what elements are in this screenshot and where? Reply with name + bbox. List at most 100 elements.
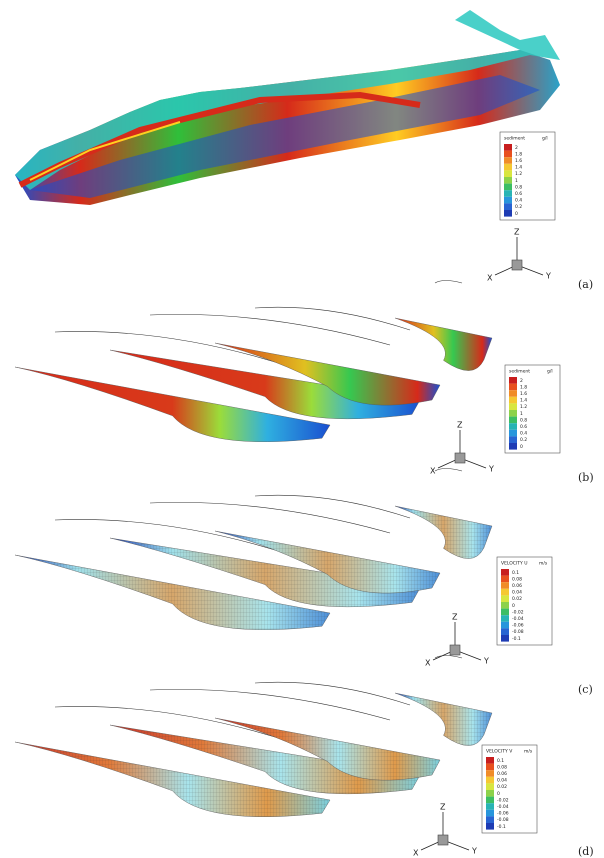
legend-tick: -0.06 [512,623,524,629]
swatch [504,157,512,164]
legend-tick: 1.6 [520,391,527,397]
swatch [501,569,509,576]
axis-label: X [487,274,493,283]
legend-tick: 0.8 [515,184,522,190]
legend-tick: 1.4 [515,165,522,171]
swatch [486,757,494,764]
legend-tick: 0.1 [512,570,519,576]
swatch [501,622,509,629]
legend-tick: 0.08 [497,764,507,770]
legend-title: VELOCITY U [501,561,528,567]
outline [150,314,390,345]
swatch [504,210,512,217]
outline [435,469,462,472]
axis-label: Y [483,657,489,666]
swatch [504,203,512,210]
cube [450,645,460,655]
legend-tick: -0.08 [497,817,509,823]
legend-tick: -0.06 [497,811,509,817]
swatch [501,628,509,635]
swatch [504,164,512,171]
legend-tick: 1 [520,411,523,417]
swatch [486,783,494,790]
swatch [504,177,512,184]
swatch [501,582,509,589]
panel-label: (c) [578,683,593,696]
swatch [509,436,517,443]
axis-label: Z [514,228,520,237]
legend-tick: -0.1 [497,824,506,830]
legend-tick: 0 [520,444,523,450]
legend-tick: 0.6 [515,191,522,197]
legend-tick: 1.2 [520,404,527,410]
artwork [15,10,560,205]
legend-unit: m/s [524,749,533,755]
legend-unit: g/l [547,369,553,375]
swatch [509,384,517,391]
legend-tick: 2 [515,145,518,151]
cube [512,260,522,270]
legend-tick: 1.6 [515,158,522,164]
outline [150,502,390,533]
swatch [504,190,512,197]
swatch [486,797,494,804]
axis-label: X [425,659,431,668]
panel-label: (b) [578,471,594,484]
swatch [486,816,494,823]
mesh [395,506,492,559]
legend-tick: 0.4 [515,198,522,204]
slice [395,318,492,371]
swatch [486,777,494,784]
swatch [509,430,517,437]
cube [438,835,448,845]
swatch [509,377,517,384]
legend-tick: 0.08 [512,576,522,582]
legend-tick: 0.4 [520,431,527,437]
swatch [509,390,517,397]
swatch [501,602,509,609]
legend-tick: 0.06 [497,771,507,777]
swatch [509,397,517,404]
legend-unit: g/l [542,136,548,142]
legend-tick: 0.6 [520,424,527,430]
legend-tick: 0 [512,603,515,609]
outline [255,682,410,705]
legend-tick: -0.04 [512,616,524,622]
axis-label: Y [545,272,551,281]
slices [15,656,492,817]
swatch [486,810,494,817]
outline [435,281,462,284]
swatch [501,576,509,583]
swatch [486,790,494,797]
swatch [509,403,517,410]
legend-tick: -0.04 [497,804,509,810]
figure: sedimentg/l21.81.61.41.210.80.60.40.20ZX… [0,0,604,858]
swatch [486,823,494,830]
axis-label: X [413,849,419,858]
legend-tick: 0.02 [512,596,522,602]
legend-unit: m/s [539,561,548,567]
swatch [504,151,512,158]
axis-triad: Z X Y [487,228,551,283]
swatch [486,764,494,771]
swatch [501,615,509,622]
legend-tick: 0.04 [512,590,522,596]
legend-tick: 0 [497,791,500,797]
swatch [509,410,517,417]
swatch [509,423,517,430]
swatch [501,589,509,596]
swatch [501,609,509,616]
swatch [504,197,512,204]
swatch [504,170,512,177]
outline [255,495,410,518]
legend-tick: 2 [520,378,523,384]
legend-tick: 0.02 [497,784,507,790]
swatch [486,770,494,777]
axis-label: Z [440,803,446,812]
swatch [509,443,517,450]
